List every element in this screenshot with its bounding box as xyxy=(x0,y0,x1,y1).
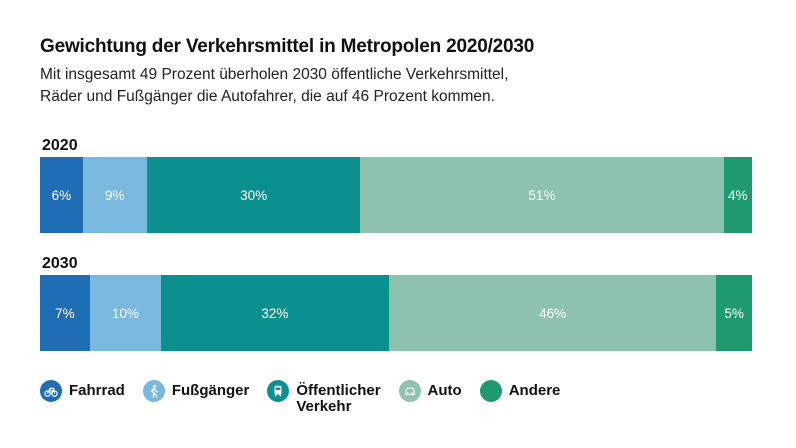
stacked-bar-2030: 7% 10% 32% 46% 5% xyxy=(40,275,752,351)
train-icon xyxy=(267,380,290,402)
legend-item-auto: Auto xyxy=(398,380,462,415)
legend-label-fussgaenger: Fußgänger xyxy=(171,382,250,399)
legend: Fahrrad Fußgänger Öffentlicher Verkehr A… xyxy=(40,380,578,415)
year-label-2030: 2030 xyxy=(42,255,78,272)
bar-segment-auto-2030: 46% xyxy=(388,275,717,351)
data-label-andere-2020: 4% xyxy=(727,187,748,203)
data-label-fussgaenger-2030: 10% xyxy=(111,305,139,321)
legend-label-fahrrad: Fahrrad xyxy=(69,382,125,399)
data-label-oeffentlicher-verkehr-2030: 32% xyxy=(261,305,289,321)
bar-segment-andere-2030: 5% xyxy=(716,275,752,351)
bar-segment-fahrrad-2030: 7% xyxy=(40,275,90,351)
bar-segment-fussgaenger-2020: 9% xyxy=(82,157,147,233)
bar-segment-fahrrad-2020: 6% xyxy=(40,157,83,233)
chart-title: Gewichtung der Verkehrsmittel in Metropo… xyxy=(40,36,535,57)
data-label-oeffentlicher-verkehr-2020: 30% xyxy=(240,187,268,203)
legend-item-fussgaenger: Fußgänger xyxy=(142,380,250,415)
bar-segment-andere-2020: 4% xyxy=(723,157,752,233)
bar-segment-fussgaenger-2030: 10% xyxy=(89,275,162,351)
subtitle-line-1: Mit insgesamt 49 Prozent überholen 2030 … xyxy=(40,66,509,83)
data-label-andere-2030: 5% xyxy=(724,305,744,321)
legend-label-oeffentlich-1: Öffentlicher xyxy=(296,382,381,399)
legend-label-auto: Auto xyxy=(427,382,462,399)
stacked-bar-2020: 6% 9% 30% 51% 4% xyxy=(40,157,752,233)
legend-item-oeffentlicher-verkehr: Öffentlicher Verkehr xyxy=(267,380,381,415)
legend-label-oeffentlich-2: Verkehr xyxy=(296,398,352,415)
data-label-fahrrad-2020: 6% xyxy=(51,187,72,203)
data-label-auto-2020: 51% xyxy=(528,187,556,203)
pedestrian-icon xyxy=(142,380,165,402)
data-label-fussgaenger-2020: 9% xyxy=(105,187,125,203)
bar-segment-auto-2020: 51% xyxy=(360,157,724,233)
bicycle-icon xyxy=(40,380,62,402)
chart-subtitle: Mit insgesamt 49 Prozent überholen 2030 … xyxy=(40,64,508,108)
bar-segment-oeffentlicher-verkehr-2030: 32% xyxy=(161,275,389,351)
legend-item-andere: Andere xyxy=(479,380,561,415)
legend-item-fahrrad: Fahrrad xyxy=(40,380,125,415)
bar-segment-oeffentlicher-verkehr-2020: 30% xyxy=(146,157,361,233)
legend-label-andere: Andere xyxy=(508,382,561,399)
year-label-2020: 2020 xyxy=(42,137,78,154)
circle-icon xyxy=(479,380,502,402)
car-icon xyxy=(398,380,421,402)
data-label-fahrrad-2030: 7% xyxy=(55,305,75,321)
data-label-auto-2030: 46% xyxy=(539,305,567,321)
subtitle-line-2: Räder und Fußgänger die Autofahrer, die … xyxy=(40,88,495,105)
